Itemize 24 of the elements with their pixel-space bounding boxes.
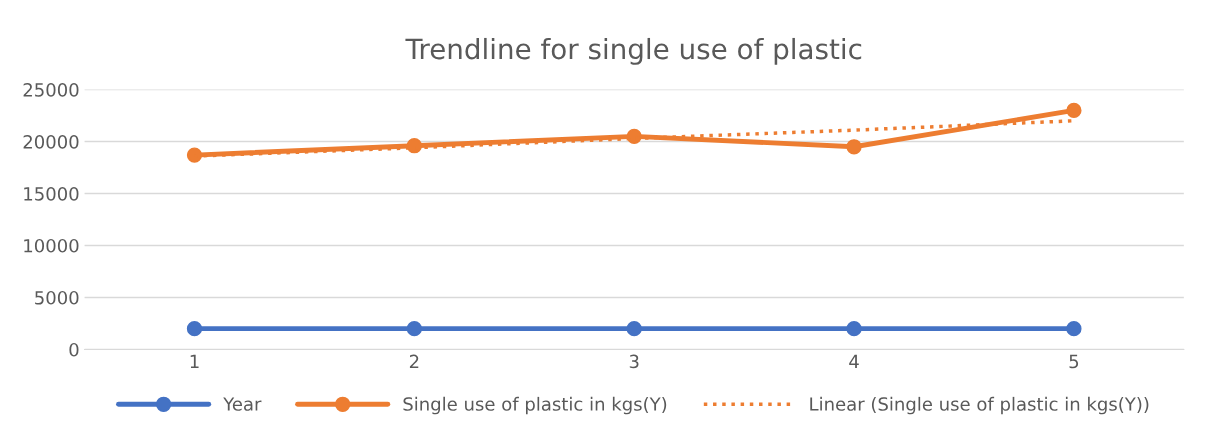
chart-title: Trendline for single use of plastic — [405, 37, 862, 65]
point — [1066, 321, 1082, 337]
x-tick-label: 4 — [849, 354, 859, 369]
y-tick-label: 25000 — [23, 83, 79, 97]
legend-label: Linear (Single use of plastic in kgs(Y)) — [810, 396, 1149, 415]
y-tick-label: 0 — [69, 342, 79, 357]
point — [406, 321, 422, 337]
legend-label: Year — [223, 397, 262, 411]
x-tick-label: 5 — [1069, 354, 1079, 369]
x-tick-label: 1 — [190, 354, 199, 369]
point — [846, 139, 862, 155]
y-tick-label: 10000 — [24, 238, 79, 253]
point — [1066, 102, 1082, 119]
x-tick-label: 3 — [629, 354, 639, 369]
y-tick-label: 5000 — [35, 290, 79, 305]
point — [186, 147, 203, 163]
point — [626, 321, 642, 337]
point — [846, 321, 862, 337]
legend-label: Single use of plastic in kgs(Y) — [403, 396, 667, 415]
y-tick-label: 15000 — [24, 187, 79, 201]
point — [406, 138, 422, 154]
y-tick-label: 20000 — [23, 135, 79, 149]
x-tick-label: 2 — [409, 354, 419, 369]
point — [186, 321, 203, 337]
